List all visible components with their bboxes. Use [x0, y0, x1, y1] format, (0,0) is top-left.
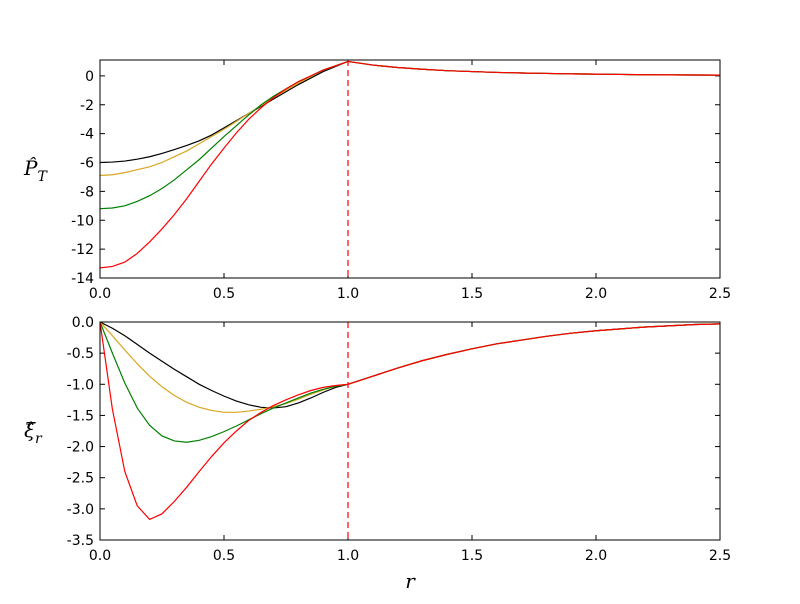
- x-tick-label: 1.0: [337, 286, 359, 302]
- y-tick-label: -2.5: [67, 471, 94, 487]
- x-tick-label: 0.5: [213, 548, 235, 564]
- series-line: [100, 60, 720, 269]
- x-tick-label: 2.5: [709, 286, 731, 302]
- y-tick-label: -14: [71, 271, 94, 287]
- series-line: [100, 322, 720, 521]
- y-axis-label: P̂T: [23, 156, 48, 185]
- x-tick-label: 1.5: [461, 548, 483, 564]
- plot-area: [100, 322, 720, 540]
- axes-frame: [99, 59, 721, 279]
- y-tick-label: -1.0: [67, 377, 94, 393]
- plot-area: [100, 60, 720, 278]
- x-tick-label: 0.0: [89, 286, 111, 302]
- y-tick-label: -10: [71, 213, 94, 229]
- y-tick-label: -1.5: [67, 408, 94, 424]
- x-axis-label: r: [405, 569, 416, 593]
- axes-frame: [99, 321, 721, 541]
- y-tick-label: -2.0: [67, 440, 94, 456]
- y-axis-label: ξ̂r: [24, 418, 43, 447]
- y-label-subscript: T: [37, 169, 48, 185]
- x-tick-label: 2.0: [585, 286, 607, 302]
- y-tick-label: -0.5: [67, 346, 94, 362]
- x-tick-label: 1.5: [461, 286, 483, 302]
- x-tick-label: 0.0: [89, 548, 111, 564]
- y-tick-label: -6: [80, 156, 94, 172]
- y-tick-label: -3.5: [67, 533, 94, 549]
- x-tick-label: 2.5: [709, 548, 731, 564]
- x-tick-label: 0.5: [213, 286, 235, 302]
- y-tick-label: -12: [71, 242, 94, 258]
- y-tick-label: -2: [80, 98, 94, 114]
- y-tick-label: -8: [80, 184, 94, 200]
- y-label-base: ξ̂: [24, 418, 36, 442]
- x-tick-label: 2.0: [585, 548, 607, 564]
- x-tick-label: 1.0: [337, 548, 359, 564]
- y-tick-label: -4: [80, 127, 94, 143]
- y-tick-label: -3.0: [67, 502, 94, 518]
- y-label-subscript: r: [35, 431, 43, 447]
- y-label-base: P̂: [23, 156, 38, 180]
- y-tick-label: 0.0: [72, 315, 94, 331]
- y-tick-label: 0: [85, 69, 94, 85]
